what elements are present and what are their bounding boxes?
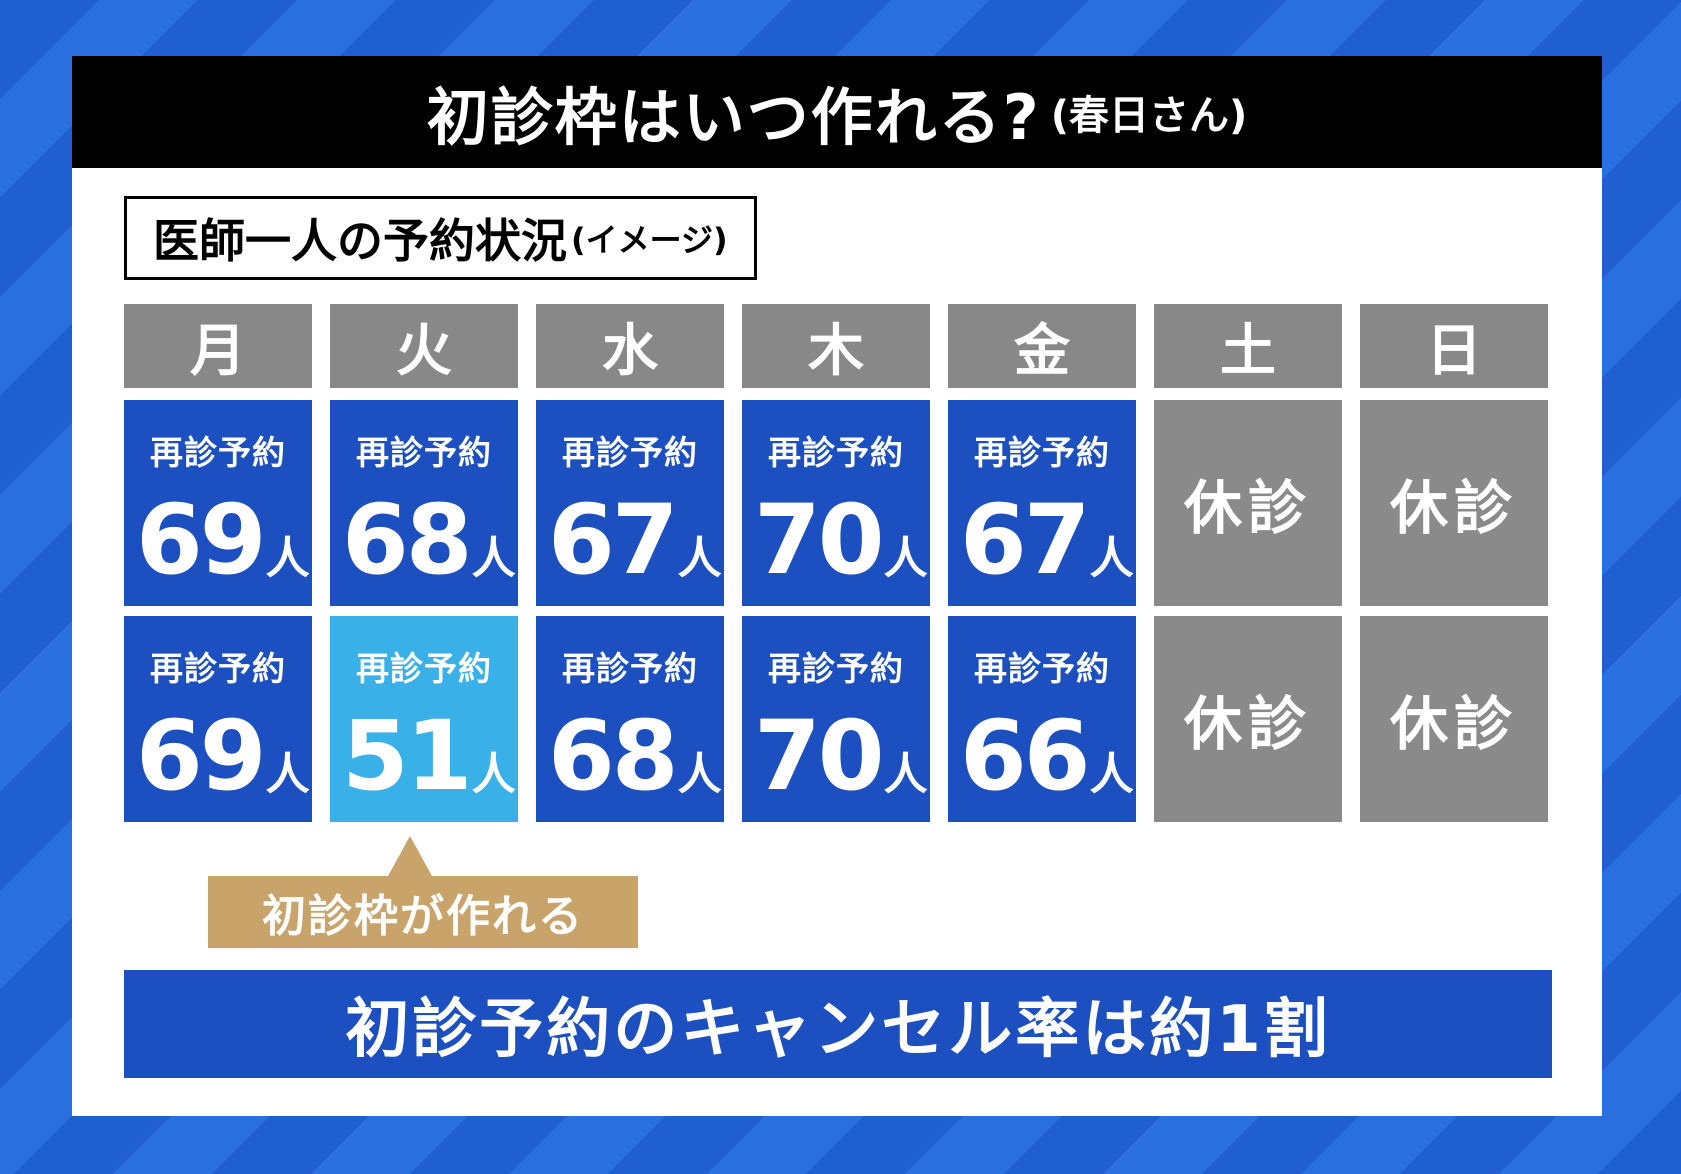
closed-label: 休診 xyxy=(1183,474,1312,542)
title-bar: 初診枠はいつ作れる? (春日さん) xyxy=(72,56,1602,168)
footer-banner: 初診予約のキャンセル率は約1割 xyxy=(124,970,1552,1078)
title-main: 初診枠はいつ作れる? xyxy=(426,81,1041,154)
count-unit: 人 xyxy=(1089,749,1134,800)
count-unit: 人 xyxy=(471,533,516,584)
cell-count: 67人 xyxy=(548,484,722,596)
booking-cell: 再診予約 68人 xyxy=(536,616,724,822)
cell-label: 再診予約 xyxy=(356,433,492,472)
day-header: 水 xyxy=(536,304,724,388)
cell-label: 再診予約 xyxy=(150,649,286,688)
cell-label: 再診予約 xyxy=(150,433,286,472)
count-number: 66 xyxy=(960,700,1091,812)
day-header: 金 xyxy=(948,304,1136,388)
count-number: 70 xyxy=(754,484,885,596)
count-unit: 人 xyxy=(883,533,928,584)
booking-cell: 再診予約 70人 xyxy=(742,616,930,822)
closed-cell: 休診 xyxy=(1360,616,1548,822)
booking-cell-highlighted: 再診予約 51人 xyxy=(330,616,518,822)
closed-label: 休診 xyxy=(1183,690,1312,758)
cell-count: 70人 xyxy=(754,484,928,596)
count-number: 69 xyxy=(136,700,267,812)
count-unit: 人 xyxy=(1089,533,1134,584)
count-number: 70 xyxy=(754,700,885,812)
subheading-box: 医師一人の予約状況 (イメージ) xyxy=(124,196,757,280)
day-header: 日 xyxy=(1360,304,1548,388)
cell-count: 69人 xyxy=(136,700,310,812)
closed-label: 休診 xyxy=(1389,474,1518,542)
cell-count: 51人 xyxy=(342,700,516,812)
booking-cell: 再診予約 66人 xyxy=(948,616,1136,822)
booking-cell: 再診予約 69人 xyxy=(124,400,312,606)
cell-count: 69人 xyxy=(136,484,310,596)
callout-pointer xyxy=(388,836,432,876)
cell-count: 66人 xyxy=(960,700,1134,812)
day-header: 火 xyxy=(330,304,518,388)
cell-label: 再診予約 xyxy=(768,433,904,472)
cell-label: 再診予約 xyxy=(562,649,698,688)
cell-count: 68人 xyxy=(342,484,516,596)
closed-cell: 休診 xyxy=(1154,400,1342,606)
count-number: 68 xyxy=(548,700,679,812)
count-unit: 人 xyxy=(883,749,928,800)
closed-cell: 休診 xyxy=(1154,616,1342,822)
cell-label: 再診予約 xyxy=(768,649,904,688)
callout-label: 初診枠が作れる xyxy=(208,876,638,948)
cell-label: 再診予約 xyxy=(974,649,1110,688)
subheading-main: 医師一人の予約状況 xyxy=(153,214,567,268)
count-number: 67 xyxy=(960,484,1091,596)
count-number: 51 xyxy=(342,700,473,812)
closed-label: 休診 xyxy=(1389,690,1518,758)
cell-label: 再診予約 xyxy=(356,649,492,688)
cell-label: 再診予約 xyxy=(974,433,1110,472)
cell-count: 67人 xyxy=(960,484,1134,596)
count-unit: 人 xyxy=(471,749,516,800)
booking-cell: 再診予約 68人 xyxy=(330,400,518,606)
count-unit: 人 xyxy=(265,533,310,584)
day-header: 土 xyxy=(1154,304,1342,388)
count-unit: 人 xyxy=(265,749,310,800)
subheading-note: (イメージ) xyxy=(571,221,728,259)
count-number: 69 xyxy=(136,484,267,596)
day-header: 月 xyxy=(124,304,312,388)
count-number: 67 xyxy=(548,484,679,596)
cell-count: 70人 xyxy=(754,700,928,812)
count-unit: 人 xyxy=(677,533,722,584)
booking-cell: 再診予約 70人 xyxy=(742,400,930,606)
cell-count: 68人 xyxy=(548,700,722,812)
booking-cell: 再診予約 67人 xyxy=(536,400,724,606)
title-speaker: (春日さん) xyxy=(1050,93,1248,139)
closed-cell: 休診 xyxy=(1360,400,1548,606)
day-header: 木 xyxy=(742,304,930,388)
booking-cell: 再診予約 69人 xyxy=(124,616,312,822)
cell-label: 再診予約 xyxy=(562,433,698,472)
count-number: 68 xyxy=(342,484,473,596)
booking-cell: 再診予約 67人 xyxy=(948,400,1136,606)
slide-panel: 初診枠はいつ作れる? (春日さん) 医師一人の予約状況 (イメージ) 月火水木金… xyxy=(72,56,1602,1116)
count-unit: 人 xyxy=(677,749,722,800)
